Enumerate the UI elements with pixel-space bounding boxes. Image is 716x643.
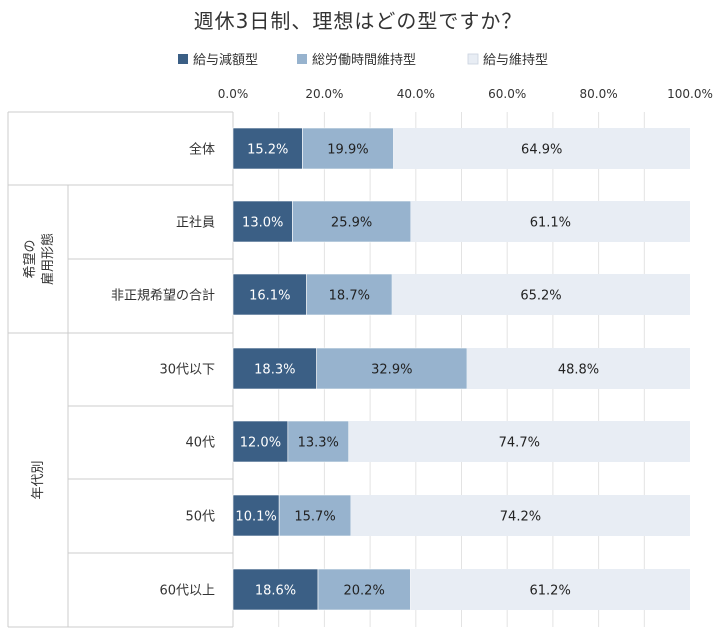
data-label-3-series-1: 16.1% <box>249 289 290 304</box>
category-label-7: 60代以上 <box>159 584 215 599</box>
data-label-1-series-2: 19.9% <box>327 143 368 158</box>
bar-5-series-1 <box>232 420 289 463</box>
data-label-3-series-2: 18.7% <box>329 289 370 304</box>
data-label-4-series-3: 48.8% <box>558 363 599 378</box>
data-label-6-series-2: 15.7% <box>294 510 335 525</box>
x-tick-label-5: 100.0% <box>667 87 713 101</box>
bar-4-series-3 <box>466 348 690 389</box>
data-label-6-series-1: 10.1% <box>235 510 276 525</box>
bar-2-series-1 <box>232 200 293 243</box>
category-label-1: 全体 <box>189 142 215 158</box>
x-tick-label-4: 80.0% <box>580 87 618 101</box>
data-label-2-series-3: 61.1% <box>530 216 571 231</box>
data-label-6-series-3: 74.2% <box>500 510 541 525</box>
bar-6-series-3 <box>350 495 690 536</box>
bar-6-series-2 <box>278 494 352 537</box>
data-label-2-series-1: 13.0% <box>242 216 283 231</box>
bar-4-series-1 <box>232 347 317 390</box>
bar-7-series-3 <box>410 569 690 610</box>
data-label-5-series-1: 12.0% <box>240 436 281 451</box>
bar-6-series-1 <box>232 494 280 537</box>
bar-1-series-3 <box>393 128 690 169</box>
data-label-4-series-2: 32.9% <box>371 363 412 378</box>
category-label-6: 50代 <box>185 510 215 525</box>
x-axis: 0.0% 20.0% 40.0% 60.0% 80.0% 100.0% <box>218 87 713 101</box>
bar-4-series-2 <box>316 347 468 390</box>
bar-1-series-1 <box>232 127 303 170</box>
group-label-age: 年代別 <box>31 460 46 499</box>
data-label-3-series-3: 65.2% <box>520 289 561 304</box>
data-label-5-series-3: 74.7% <box>499 436 540 451</box>
legend-swatch-3 <box>467 53 479 65</box>
x-tick-label-1: 20.0% <box>305 87 343 101</box>
category-label-5: 40代 <box>185 436 215 451</box>
data-label-7-series-2: 20.2% <box>344 584 385 599</box>
group-label-employment-1: 希望の <box>22 239 38 278</box>
bar-2-series-3 <box>410 201 690 242</box>
bar-2-series-2 <box>292 200 412 243</box>
legend-swatch-2 <box>297 54 307 64</box>
data-label-1-series-1: 15.2% <box>247 143 288 158</box>
legend-label-1: 給与減額型 <box>193 52 258 68</box>
category-label-4: 30代以下 <box>159 363 215 378</box>
legend-label-3: 給与維持型 <box>483 53 548 68</box>
legend-label-2: 総労働時間維持型 <box>312 53 416 68</box>
bar-3-series-2 <box>306 273 393 316</box>
bar-3-series-3 <box>392 274 690 315</box>
bar-1-series-2 <box>302 127 394 170</box>
x-tick-label-0: 0.0% <box>218 87 249 101</box>
bar-7-series-2 <box>317 568 411 611</box>
legend: 給与減額型 総労働時間維持型 給与維持型 <box>178 52 548 68</box>
category-label-3: 非正規希望の合計 <box>111 288 215 304</box>
bars: 15.2% 19.9% 64.9% 13.0% 25.9% 61.1% 16.1% 18.7%… <box>232 127 690 611</box>
chart-title: 週休3日制、理想はどの型ですか？ <box>194 9 523 33</box>
data-label-4-series-1: 18.3% <box>254 363 295 378</box>
bar-5-series-3 <box>348 421 690 462</box>
x-tick-label-3: 60.0% <box>488 87 526 101</box>
category-label-2: 正社員 <box>176 215 215 231</box>
bar-3-series-1 <box>232 273 307 316</box>
data-label-1-series-3: 64.9% <box>521 143 562 158</box>
bar-5-series-2 <box>287 420 349 463</box>
legend-swatch-1 <box>178 54 188 64</box>
x-tick-label-2: 40.0% <box>397 87 435 101</box>
data-label-5-series-2: 13.3% <box>298 436 339 451</box>
data-label-7-series-1: 18.6% <box>255 584 296 599</box>
group-label-employment-2: 雇用形態 <box>40 233 56 285</box>
data-label-2-series-2: 25.9% <box>331 216 372 231</box>
data-label-7-series-3: 61.2% <box>530 584 571 599</box>
